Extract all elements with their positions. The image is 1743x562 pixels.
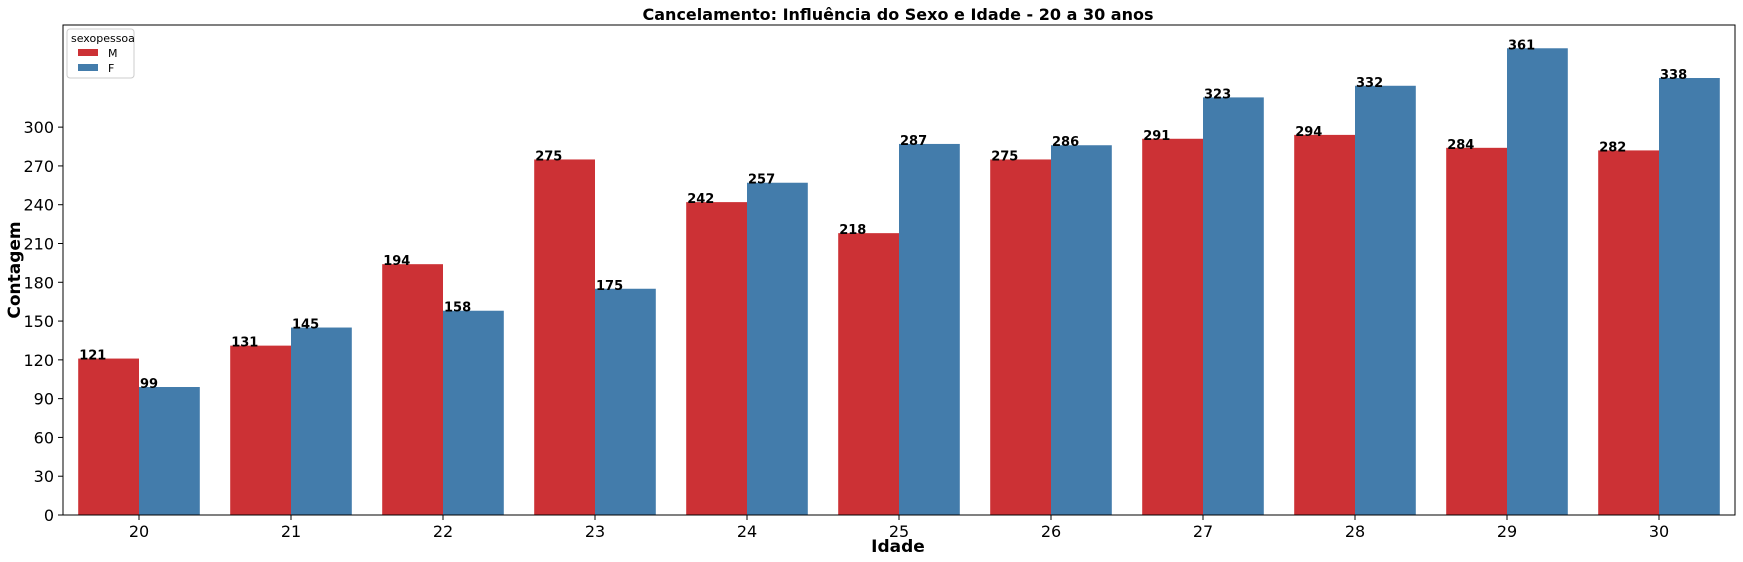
- data-label-f-27: 323: [1204, 87, 1231, 102]
- y-axis-label: Contagem: [5, 221, 25, 318]
- chart-title: Cancelamento: Influência do Sexo e Idade…: [643, 5, 1154, 24]
- x-tick-label-29: 29: [1497, 522, 1517, 541]
- data-label-m-21: 131: [231, 336, 258, 351]
- y-axis-ticks: 0 30 60 90 120 150 180 210 240 270 300: [23, 118, 63, 525]
- bar-f-29: [1507, 48, 1568, 516]
- bar-m-30: [1598, 150, 1659, 515]
- bar-f-26: [1051, 145, 1112, 516]
- bar-f-21: [291, 327, 352, 515]
- data-label-f-29: 361: [1508, 38, 1535, 53]
- data-label-f-21: 145: [292, 318, 319, 333]
- x-tick-label-20: 20: [129, 522, 149, 541]
- y-tick-label-0: 0: [44, 506, 54, 525]
- x-tick-label-21: 21: [281, 522, 301, 541]
- y-tick-label-270: 270: [23, 157, 54, 176]
- legend: sexopessoa M F: [66, 28, 135, 79]
- plot-frame: [62, 24, 1736, 516]
- y-tick-label-90: 90: [34, 390, 54, 409]
- x-tick-label-28: 28: [1345, 522, 1365, 541]
- bar-f-30: [1659, 78, 1720, 515]
- y-tick-label-150: 150: [23, 312, 54, 331]
- x-tick-label-30: 30: [1649, 522, 1669, 541]
- bar-m-20: [78, 358, 139, 515]
- y-tick-label-60: 60: [34, 428, 54, 447]
- legend-label-f: F: [108, 62, 114, 75]
- legend-swatch-m: [78, 49, 98, 56]
- legend-swatch-f: [78, 64, 98, 71]
- y-tick-label-120: 120: [23, 351, 54, 370]
- x-tick-label-26: 26: [1041, 522, 1061, 541]
- bar-f-20: [139, 387, 200, 515]
- bar-m-24: [686, 202, 747, 515]
- bar-m-22: [382, 264, 443, 515]
- bar-m-26: [990, 159, 1051, 515]
- bar-m-28: [1294, 134, 1355, 515]
- bar-m-27: [1142, 138, 1203, 515]
- bar-m-25: [838, 233, 899, 515]
- bar-f-24: [747, 182, 808, 516]
- data-label-f-26: 286: [1052, 135, 1079, 150]
- data-label-m-20: 121: [79, 349, 106, 364]
- data-label-f-30: 338: [1660, 68, 1687, 83]
- bar-m-29: [1446, 147, 1507, 515]
- bar-m-21: [230, 345, 291, 515]
- bar-m-23: [534, 159, 595, 515]
- y-tick-label-30: 30: [34, 467, 54, 486]
- data-label-f-20: 99: [140, 377, 158, 392]
- data-labels-group: 121 99 131 145 194 158 275 175 242 257 218 287 275 28…: [79, 38, 1687, 392]
- data-label-m-22: 194: [383, 254, 410, 269]
- bar-f-25: [899, 143, 960, 515]
- y-tick-label-240: 240: [23, 196, 54, 215]
- y-tick-label-300: 300: [23, 118, 54, 137]
- x-tick-label-22: 22: [433, 522, 453, 541]
- y-tick-label-210: 210: [23, 234, 54, 253]
- bar-f-22: [443, 310, 504, 515]
- bars-group: [78, 48, 1720, 516]
- x-axis-ticks: 20 21 22 23 24 25 26 27 28 29 30: [129, 515, 1669, 541]
- data-label-m-26: 275: [991, 149, 1018, 164]
- data-label-f-24: 257: [748, 173, 775, 188]
- data-label-m-25: 218: [839, 223, 866, 238]
- legend-label-m: M: [108, 47, 118, 60]
- y-tick-label-180: 180: [23, 273, 54, 292]
- data-label-m-23: 275: [535, 149, 562, 164]
- bar-f-23: [595, 288, 656, 515]
- data-label-m-30: 282: [1599, 140, 1626, 155]
- data-label-f-25: 287: [900, 134, 927, 149]
- data-label-m-28: 294: [1295, 125, 1322, 140]
- data-label-f-22: 158: [444, 301, 471, 316]
- x-tick-label-27: 27: [1193, 522, 1213, 541]
- bar-f-28: [1355, 85, 1416, 516]
- data-label-f-28: 332: [1356, 76, 1383, 91]
- bar-f-27: [1203, 97, 1264, 516]
- data-label-m-29: 284: [1447, 138, 1474, 153]
- data-label-m-24: 242: [687, 192, 714, 207]
- x-tick-label-25: 25: [889, 522, 909, 541]
- x-tick-label-24: 24: [737, 522, 757, 541]
- x-axis-label: Idade: [871, 537, 925, 557]
- legend-title: sexopessoa: [71, 32, 135, 45]
- data-label-m-27: 291: [1143, 129, 1170, 144]
- x-tick-label-23: 23: [585, 522, 605, 541]
- data-label-f-23: 175: [596, 279, 623, 294]
